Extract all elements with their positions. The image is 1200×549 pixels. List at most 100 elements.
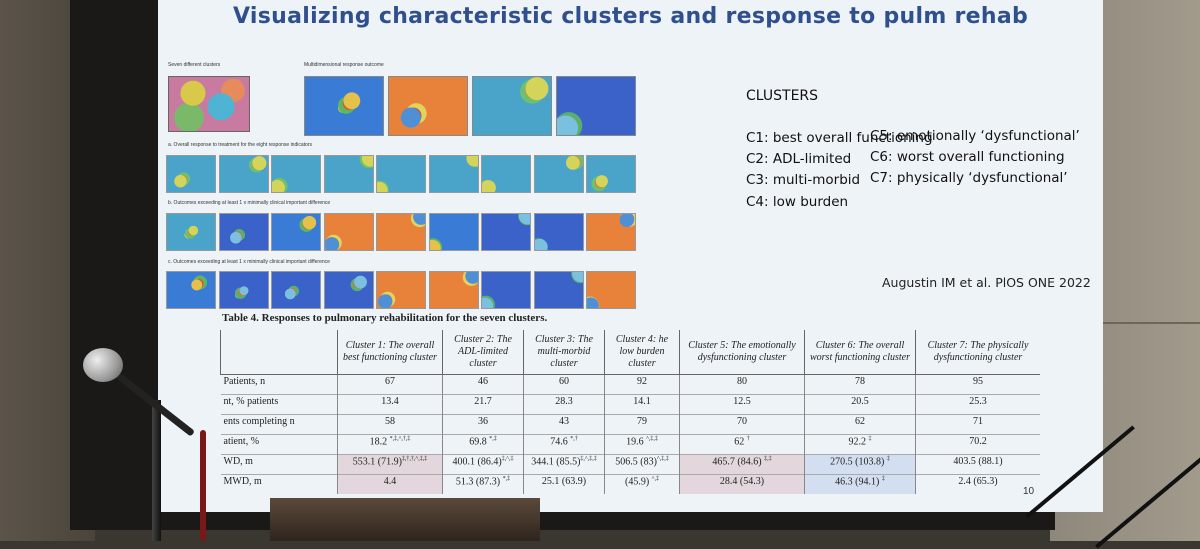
table-cell: 25.3	[915, 394, 1040, 415]
table-cell: 62	[804, 414, 916, 435]
outcome-heatmap	[376, 271, 426, 309]
table-row-label: ents completing n	[220, 414, 338, 435]
figure-label-clusters: Seven different clusters	[168, 62, 221, 68]
table-cell: 70	[679, 414, 805, 435]
cluster-item-c3: C3: multi-morbid	[746, 172, 861, 188]
slide-title: Visualizing characteristic clusters and …	[232, 4, 1029, 29]
table-cell-value: 19.6	[626, 436, 647, 448]
significance-marks: ‡,‡	[764, 456, 772, 462]
table-caption: Table 4. Responses to pulmonary rehabili…	[222, 312, 548, 324]
table-cell-value: 28.4 (54.3)	[719, 476, 765, 487]
figure-label-multidimensional: Multidimensional response outcome	[304, 62, 384, 68]
outcome-heatmap	[323, 155, 374, 193]
cluster-item-c1: C1: best overall functioning	[746, 130, 933, 146]
table-cell-value: 43	[559, 416, 569, 427]
table-header-cluster-1: Cluster 1: The overall best functioning …	[337, 330, 443, 375]
table-row: ents completing n 58 36 43 79 70 62 71	[220, 414, 1040, 435]
table-cell-value: 74.6	[550, 436, 571, 448]
outcome-heatmap	[271, 213, 321, 251]
table-cell: 78	[804, 374, 916, 395]
significance-marks: *,‡	[489, 436, 497, 442]
table-cell: 465.7 (84.6) ‡,‡	[679, 454, 805, 475]
significance-marks: ‡	[886, 456, 890, 462]
outcome-heatmap	[533, 155, 584, 193]
outcome-heatmap	[271, 155, 321, 193]
table-cell: 20.5	[804, 394, 916, 415]
significance-marks: ‡,^,‡	[501, 456, 514, 462]
table-cell: 19.6 ^,‡,‡	[604, 434, 680, 455]
table-cell-value: 13.4	[381, 396, 399, 407]
clusters-heading: CLUSTERS	[746, 88, 819, 104]
outcome-heatmap	[376, 155, 426, 193]
cluster-item-c2: C2: ADL-limited	[746, 151, 852, 167]
table-cell: 12.5	[679, 394, 805, 415]
table-cell-value: (45.9)	[625, 476, 652, 488]
table-cell: 43	[523, 414, 605, 435]
table-cell-value: 58	[385, 416, 395, 427]
figure-label-b: b. Outcomes exceeding at least 1 x minim…	[168, 200, 331, 206]
table-cell-value: 62	[855, 416, 865, 427]
wall-molding	[1050, 322, 1200, 324]
response-heatmap	[304, 76, 384, 136]
table-cell-value: 344.1 (85.5)	[531, 456, 581, 468]
table-header-cluster-5: Cluster 5: The emotionally dysfunctionin…	[679, 330, 805, 375]
table-cell: 95	[915, 374, 1040, 395]
response-heatmap	[388, 76, 468, 136]
table-cell: 13.4	[337, 394, 443, 415]
cluster-item-c7: C7: physically ‘dysfunctional’	[870, 170, 1068, 186]
table-row: MWD, m 4.4 51.3 (87.3) *,‡ 25.1 (63.9) (45.…	[220, 474, 1040, 494]
table-cell: 36	[442, 414, 524, 435]
projection-screen-frame: Visualizing characteristic clusters and …	[70, 0, 1103, 530]
significance-marks: ^,‡,‡	[656, 456, 669, 462]
significance-marks: ‡	[881, 476, 885, 482]
table-cell: 70.2	[915, 434, 1040, 455]
outcome-heatmap	[481, 271, 531, 309]
table-cell-value: 92	[637, 376, 647, 387]
table-cell-value: 51.3 (87.3)	[455, 476, 503, 488]
table-header-cluster-6: Cluster 6: The overall worst functioning…	[804, 330, 916, 375]
table-cell-value: 70	[737, 416, 747, 427]
table-header-cluster-3: Cluster 3: The multi-morbid cluster	[523, 330, 605, 375]
projection-screen: Visualizing characteristic clusters and …	[158, 0, 1103, 512]
table-cell-value: 95	[973, 376, 983, 387]
table-cell-value: 12.5	[733, 396, 751, 407]
table-header-cluster-2: Cluster 2: The ADL-limited cluster	[442, 330, 524, 375]
table-cell-value: 67	[385, 376, 395, 387]
table-row: atient, % 18.2 *,‡,^,†,‡ 69.8 *,‡ 74.6 *,†…	[220, 434, 1040, 455]
table-cell-value: 20.5	[851, 396, 869, 407]
outcome-heatmap	[166, 271, 216, 309]
outcome-heatmap	[586, 271, 636, 309]
table-cell: 344.1 (85.5)‡,^,‡,‡	[523, 454, 605, 475]
table-cell: 400.1 (86.4)‡,^,‡	[442, 454, 524, 475]
table-cell-value: 25.1 (63.9)	[541, 476, 587, 487]
table-cell-value: 79	[637, 416, 647, 427]
outcome-heatmap	[218, 271, 269, 309]
mic-cable	[200, 430, 206, 541]
microphone-icon	[83, 348, 123, 382]
outcome-heatmap	[428, 213, 479, 251]
significance-marks: *,‡	[502, 476, 511, 482]
page-number: 10	[1023, 486, 1035, 497]
figure-label-c: c. Outcomes exceeding at least 1 x minim…	[168, 259, 330, 265]
table-cell: 79	[604, 414, 680, 435]
table-row-label: nt, % patients	[220, 394, 338, 415]
outcome-heatmap	[586, 155, 636, 193]
table-cell-value: 270.5 (103.8)	[830, 456, 887, 468]
table-cell: 92.2 ‡	[804, 434, 916, 455]
significance-marks: ‡,^,‡,‡	[580, 456, 597, 462]
table-cell: 4.4	[337, 474, 443, 494]
table-cell: 14.1	[604, 394, 680, 415]
table-header-row: Cluster 1: The overall best functioning …	[220, 330, 1040, 375]
table-cell-value: 4.4	[383, 476, 397, 487]
table-cell: 270.5 (103.8) ‡	[804, 454, 916, 475]
table-cell: 71	[915, 414, 1040, 435]
table-cell-value: 46	[478, 376, 488, 387]
outcome-heatmap	[271, 271, 321, 309]
table-cell-value: 69.8	[469, 436, 490, 448]
significance-marks: ^,‡,‡	[646, 436, 658, 442]
table-cell-value: 78	[855, 376, 865, 387]
significance-marks: ^,‡	[651, 476, 659, 482]
table-cell: 60	[523, 374, 605, 395]
outcome-heatmap	[533, 271, 584, 309]
outcome-heatmap	[218, 155, 269, 193]
